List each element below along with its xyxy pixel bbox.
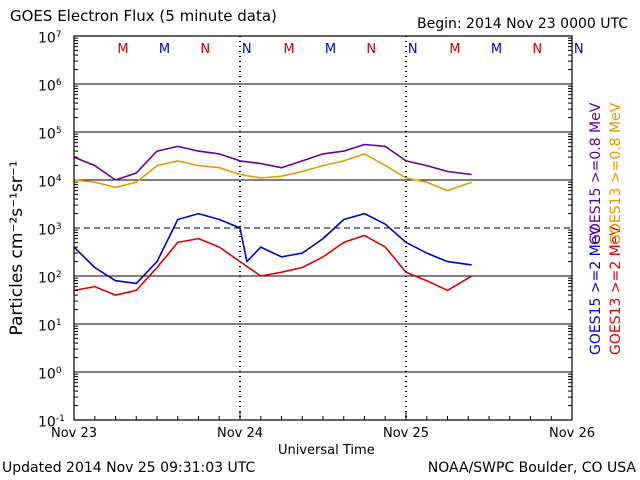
x-axis-label: Universal Time xyxy=(278,443,375,458)
mn-marker: M xyxy=(324,42,337,57)
y-tick-label: 103 xyxy=(38,222,62,239)
y-tick-label: 101 xyxy=(38,318,62,335)
x-tick-label: Nov 24 xyxy=(216,426,264,441)
y-tick-label: 100 xyxy=(38,366,62,383)
y-tick-label: 107 xyxy=(38,30,62,47)
y-tick-label: 106 xyxy=(38,78,62,95)
begin-time: Begin: 2014 Nov 23 0000 UTC xyxy=(417,16,628,32)
series-lines xyxy=(73,143,473,296)
mn-marker: N xyxy=(241,42,252,57)
mn-marker: M xyxy=(158,42,171,57)
mn-marker: N xyxy=(366,42,377,57)
y-axis-label: Particles cm⁻²s⁻¹sr⁻¹ xyxy=(7,160,27,336)
legend-item: GOES13 >=0.8 MeV xyxy=(608,102,624,245)
legend-item: GOES15 >=0.8 MeV xyxy=(588,102,604,245)
plot-frame xyxy=(73,35,573,421)
mn-marker: M xyxy=(283,42,295,57)
x-tick-label: Nov 26 xyxy=(548,426,596,441)
series-line-3 xyxy=(73,234,473,296)
mn-marker: M xyxy=(449,42,461,57)
mn-marker: N xyxy=(573,42,584,57)
y-tick-label: 102 xyxy=(38,270,62,287)
x-tick-label: Nov 25 xyxy=(382,426,430,441)
y-tick-label: 10-1 xyxy=(38,414,65,431)
source-credit: NOAA/SWPC Boulder, CO USA xyxy=(427,460,636,476)
series-line-0 xyxy=(73,143,472,181)
mn-marker: N xyxy=(200,42,211,57)
series-line-2 xyxy=(73,212,472,285)
series-line-1 xyxy=(73,153,472,192)
mn-marker: N xyxy=(532,42,543,57)
mn-marker: M xyxy=(117,42,129,57)
chart-title: GOES Electron Flux (5 minute data) xyxy=(10,7,277,25)
x-tick-label: Nov 23 xyxy=(50,426,98,441)
grid xyxy=(74,36,572,420)
mn-marker: M xyxy=(490,42,503,57)
y-tick-label: 104 xyxy=(38,174,62,191)
mn-marker: N xyxy=(407,42,418,57)
updated-time: Updated 2014 Nov 25 09:31:03 UTC xyxy=(2,460,256,476)
y-tick-label: 105 xyxy=(38,126,62,143)
